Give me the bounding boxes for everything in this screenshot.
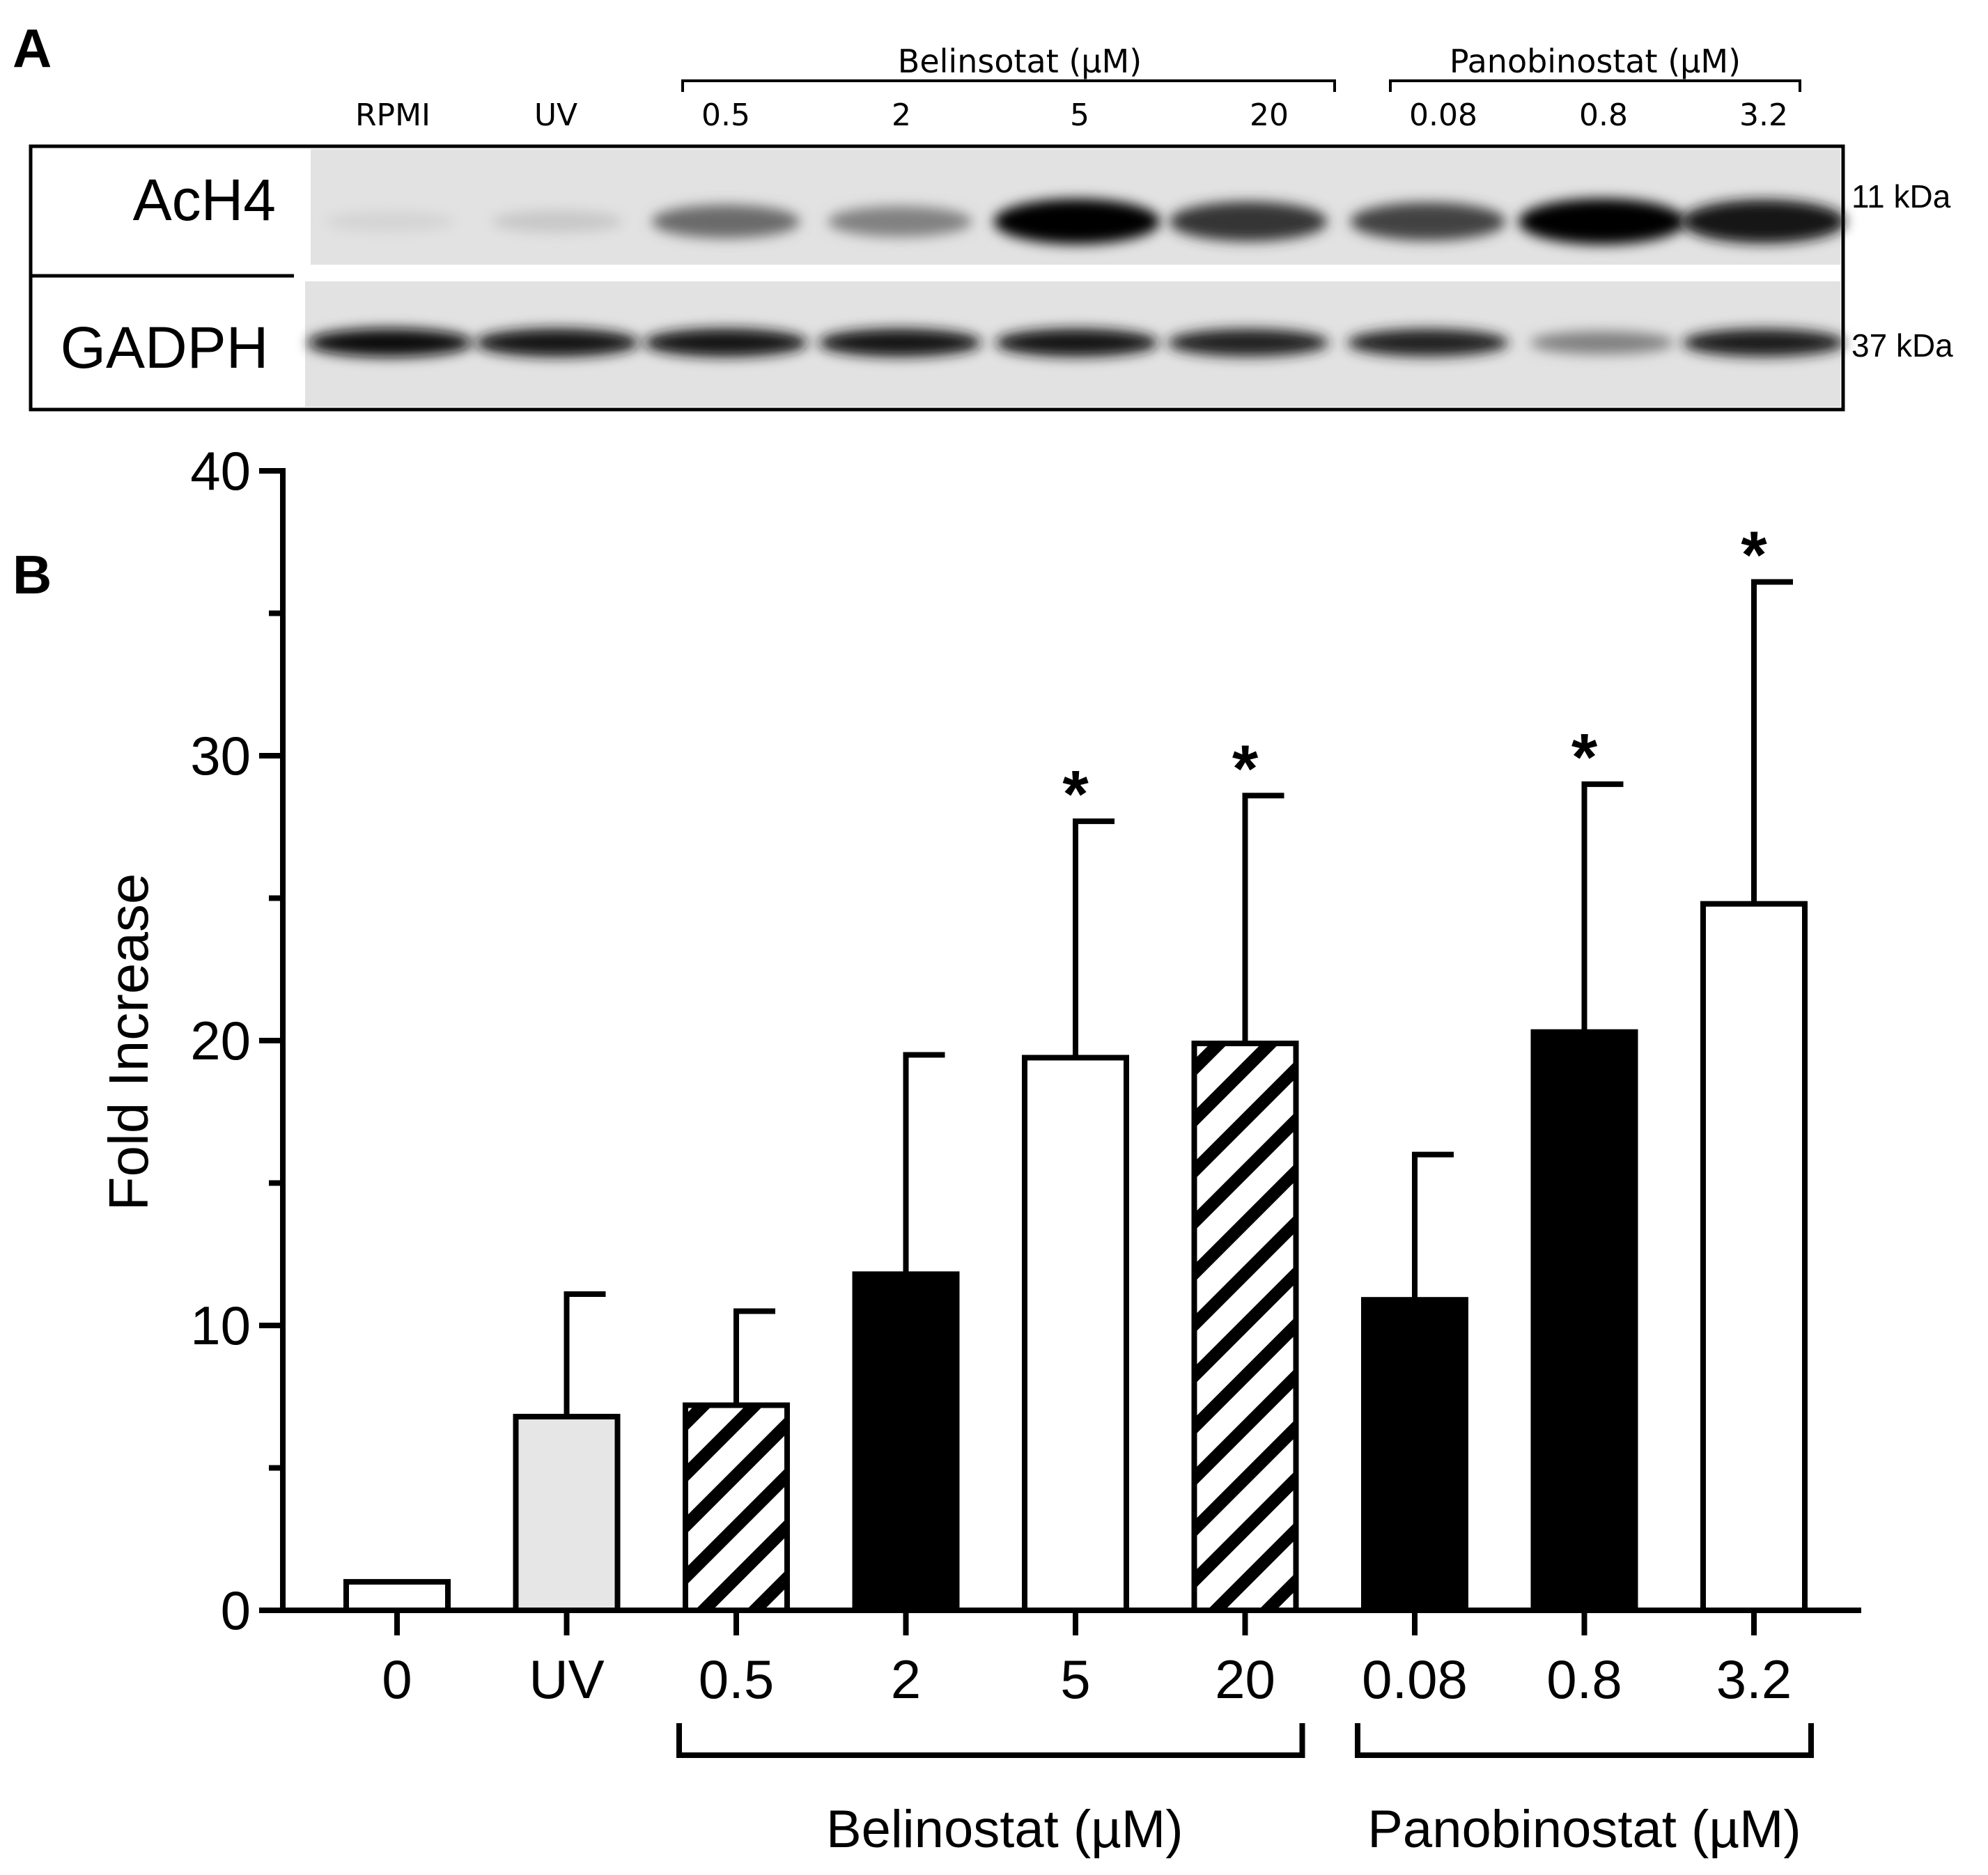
significance-star: * bbox=[1062, 757, 1089, 832]
x-tick-label: 0 bbox=[382, 1649, 412, 1710]
y-tick-label: 30 bbox=[190, 725, 251, 786]
x-tick-label: 0.5 bbox=[699, 1649, 774, 1710]
blot-lane-label: 20 bbox=[1250, 98, 1289, 133]
significance-star: * bbox=[1232, 731, 1259, 806]
y-tick-label: 0 bbox=[221, 1580, 251, 1641]
blot-mw-ach4: 11 kDa bbox=[1851, 178, 1951, 215]
blot-band bbox=[993, 199, 1160, 244]
x-tick-label: 3.2 bbox=[1716, 1649, 1792, 1710]
blot-lane-label: 0.8 bbox=[1579, 98, 1628, 133]
bar-5 bbox=[1022, 1055, 1129, 1614]
blot-bands bbox=[307, 199, 1846, 357]
blot-band bbox=[475, 328, 639, 357]
blot-lane-label: 2 bbox=[892, 98, 911, 133]
panel-a-label: A bbox=[13, 17, 52, 79]
x-tick-label: 0.8 bbox=[1546, 1649, 1622, 1710]
blot-band bbox=[1682, 199, 1846, 244]
blot-group-bracket-belinostat bbox=[681, 79, 1336, 92]
blot-lane-label: RPMI bbox=[355, 98, 430, 133]
blot-row-label-ach4: AcH4 bbox=[133, 167, 276, 233]
bars bbox=[343, 901, 1808, 1614]
x-tick-label: 2 bbox=[891, 1649, 921, 1710]
y-tick-label: 40 bbox=[190, 440, 251, 501]
blot-lane-label: UV bbox=[534, 98, 577, 133]
y-tick-label: 10 bbox=[190, 1295, 251, 1356]
group-bracket bbox=[676, 1723, 1305, 1758]
bar-0.08 bbox=[1361, 1297, 1468, 1613]
blot-mw-gadph: 37 kDa bbox=[1851, 327, 1953, 364]
blot-band bbox=[818, 328, 981, 357]
significance-star: * bbox=[1741, 518, 1767, 593]
group-brackets: Belinostat (µM) Panobinostat (µM) bbox=[676, 1723, 1814, 1859]
bar-UV bbox=[513, 1413, 621, 1613]
significance-stars: * * * * bbox=[1062, 518, 1767, 832]
blot-row-label-gadph: GADPH bbox=[61, 315, 269, 380]
blot-band bbox=[1350, 202, 1506, 241]
blot-lane-labels: RPMI UV 0.5 2 5 20 0.08 0.8 3.2 bbox=[355, 98, 1788, 133]
blot-lane-label: 0.08 bbox=[1409, 98, 1477, 133]
panel-b-label: B bbox=[13, 544, 52, 605]
bar-0.5 bbox=[683, 1402, 790, 1614]
bar-0.8 bbox=[1530, 1029, 1638, 1613]
blot-group-label-belinostat: Belinsotat (µM) bbox=[898, 42, 1142, 80]
blot-band bbox=[307, 328, 473, 357]
bar-3.2 bbox=[1700, 901, 1808, 1614]
error-bars bbox=[564, 579, 1793, 1417]
group-label: Belinostat (µM) bbox=[826, 1800, 1183, 1859]
x-tick-label: 5 bbox=[1060, 1649, 1090, 1710]
group-bracket bbox=[1355, 1723, 1814, 1758]
y-tick-label: 20 bbox=[190, 1010, 251, 1071]
blot-band bbox=[1682, 328, 1845, 357]
bar-0 bbox=[343, 1579, 451, 1614]
blot-lane-label: 3.2 bbox=[1739, 98, 1788, 133]
significance-star: * bbox=[1571, 720, 1598, 795]
blot-band bbox=[828, 206, 972, 237]
blot-lane-label: 0.5 bbox=[701, 98, 750, 133]
x-tick-label: 20 bbox=[1215, 1649, 1275, 1710]
blot-band bbox=[1530, 331, 1675, 355]
x-tick-label: UV bbox=[529, 1649, 604, 1710]
blot-group-bracket-panobinostat bbox=[1389, 79, 1801, 92]
blot-band bbox=[1167, 329, 1329, 357]
blot-band bbox=[491, 210, 623, 233]
blot-band bbox=[1347, 329, 1509, 357]
bar-20 bbox=[1191, 1041, 1299, 1613]
blot-lane-label: 5 bbox=[1070, 98, 1089, 133]
blot-band bbox=[1169, 201, 1328, 242]
y-axis: 0 10 20 30 40 bbox=[190, 440, 286, 1641]
x-tick-label: 0.08 bbox=[1362, 1649, 1468, 1710]
blot-band bbox=[995, 328, 1158, 357]
group-label: Panobinostat (µM) bbox=[1367, 1800, 1801, 1859]
blot-group-label-panobinostat: Panobinostat (µM) bbox=[1450, 42, 1741, 80]
blot-band bbox=[651, 205, 800, 238]
bar-2 bbox=[852, 1271, 960, 1613]
y-axis-title: Fold Increase bbox=[98, 873, 160, 1211]
blot-band bbox=[325, 211, 455, 232]
blot-band bbox=[644, 328, 808, 357]
x-axis: 0 UV 0.5 2 5 20 0.08 0.8 3.2 bbox=[280, 1608, 1861, 1710]
blot-band bbox=[1519, 199, 1686, 244]
